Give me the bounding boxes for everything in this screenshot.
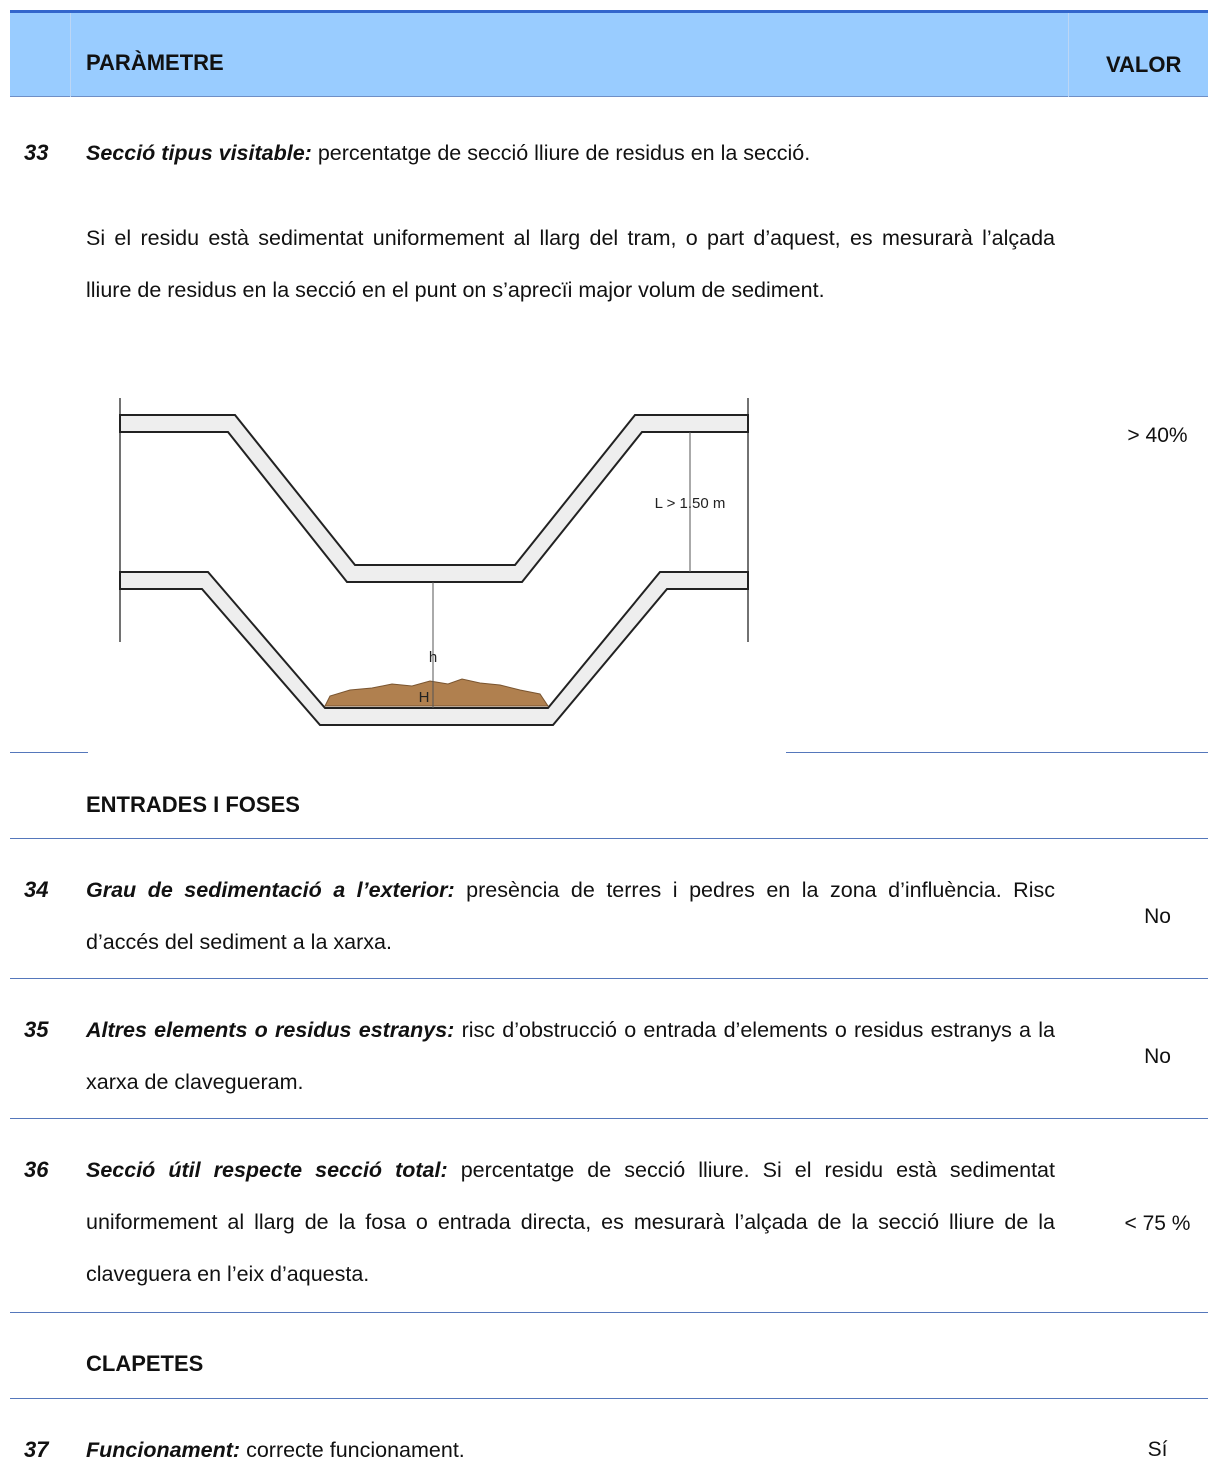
row-number: 34 <box>24 877 49 902</box>
row-text: Altres elements o residus estranys: risc… <box>86 1004 1055 1108</box>
row-description: percentatge de secció lliure. Si el resi… <box>86 1158 1055 1286</box>
row-description: correcte funcionament. <box>246 1438 465 1462</box>
header-divider <box>1068 13 1069 97</box>
header-band <box>10 10 1208 97</box>
row-rule <box>10 838 1208 839</box>
row-number: 35 <box>24 1017 49 1042</box>
row-text: Secció tipus visitable: percentatge de s… <box>86 127 1055 179</box>
row-title: Grau de sedimentació a l’exterior: <box>86 878 455 902</box>
row-rule <box>786 752 1208 753</box>
row-title: Funcionament: <box>86 1438 241 1462</box>
row-title: Altres elements o residus estranys: <box>86 1018 455 1042</box>
row-value: No <box>1144 1045 1171 1068</box>
row-rule <box>10 752 88 753</box>
row-text: Secció útil respecte secció total: perce… <box>86 1144 1055 1300</box>
row-text: Grau de sedimentació a l’exterior: presè… <box>86 864 1055 968</box>
header-divider <box>70 13 71 97</box>
section-heading: CLAPETES <box>86 1351 204 1376</box>
row-rule <box>10 1118 1208 1119</box>
row-rule <box>10 978 1208 979</box>
row-number: 33 <box>24 140 49 165</box>
row-value: < 75 % <box>1124 1212 1191 1235</box>
row-title: Secció útil respecte secció total: <box>86 1158 448 1182</box>
row-number: 36 <box>24 1157 49 1182</box>
header-parameter: PARÀMETRE <box>86 50 224 75</box>
row-rule <box>10 1398 1208 1399</box>
row-paragraph: Si el residu està sedimentat uniformemen… <box>86 226 1055 302</box>
row-description: percentatge de secció lliure de residus … <box>317 141 811 165</box>
row-number: 37 <box>24 1437 49 1462</box>
header-value: VALOR <box>1106 52 1182 77</box>
row-rule <box>10 1312 1208 1313</box>
row-description: presència de terres i pedres en la zona … <box>86 878 1055 954</box>
diagram-label: h <box>429 649 437 666</box>
diagram-label: L > 1.50 m <box>655 495 726 512</box>
diagram-label: H <box>419 689 430 706</box>
row-description: risc d’obstrucció o entrada d’elements o… <box>86 1018 1055 1094</box>
row-value: > 40% <box>1127 424 1188 447</box>
section-diagram: L > 1.50 m h H <box>119 398 749 726</box>
row-text: Funcionament: correcte funcionament. <box>86 1424 1055 1476</box>
row-value: No <box>1144 905 1171 928</box>
row-title: Secció tipus visitable: <box>86 141 312 165</box>
section-heading: ENTRADES I FOSES <box>86 792 300 817</box>
row-value: Sí <box>1147 1438 1168 1461</box>
